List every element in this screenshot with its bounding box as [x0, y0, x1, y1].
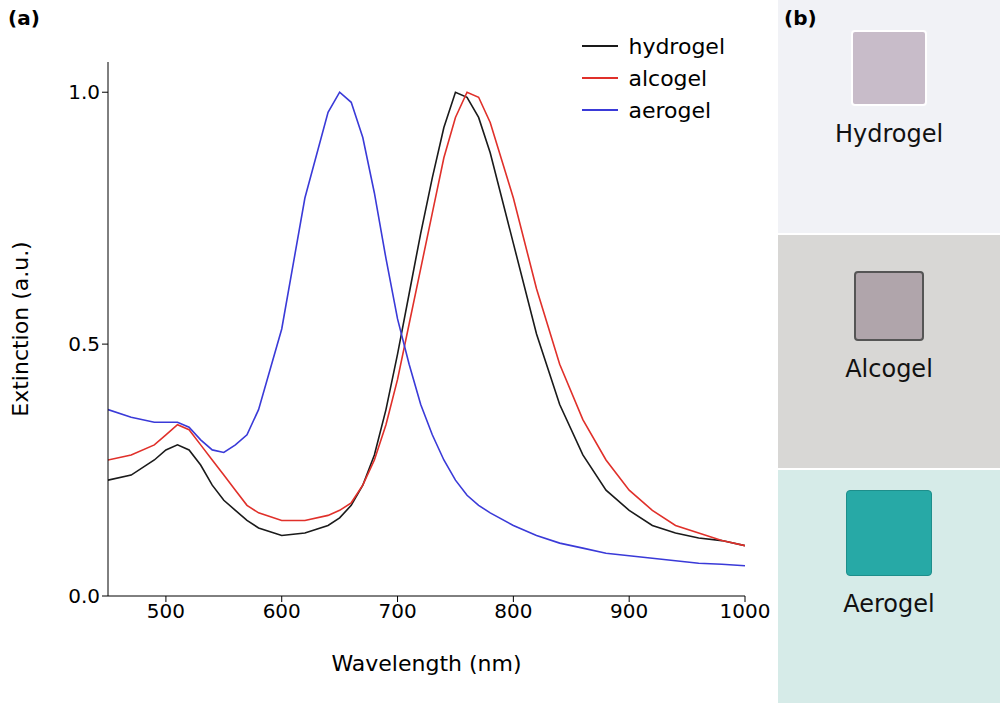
html-text:Aerogel: Aerogel — [843, 590, 935, 618]
svg-text:600: 600 — [263, 599, 301, 623]
svg-text:0.5: 0.5 — [68, 332, 100, 356]
html-text:(b): (b) — [784, 6, 817, 30]
html-text:alcogel: alcogel — [628, 65, 708, 91]
svg-text:Wavelength (nm): Wavelength (nm) — [331, 651, 521, 676]
html-text:Hydrogel: Hydrogel — [834, 120, 944, 148]
svg-text:800: 800 — [494, 599, 532, 623]
html-text:aerogel: aerogel — [628, 97, 712, 123]
svg-text:0.0: 0.0 — [68, 584, 100, 608]
html-text:hydrogel: hydrogel — [628, 33, 725, 59]
svg-text:700: 700 — [378, 599, 416, 623]
svg-text:500: 500 — [147, 599, 185, 623]
svg-text:1.0: 1.0 — [68, 80, 100, 104]
html-text:Alcogel: Alcogel — [845, 355, 933, 383]
svg-text:Extinction (a.u.): Extinction (a.u.) — [8, 241, 33, 416]
svg-text:900: 900 — [610, 599, 648, 623]
svg-text:1000: 1000 — [720, 599, 771, 623]
html-text:(a): (a) — [8, 6, 40, 30]
